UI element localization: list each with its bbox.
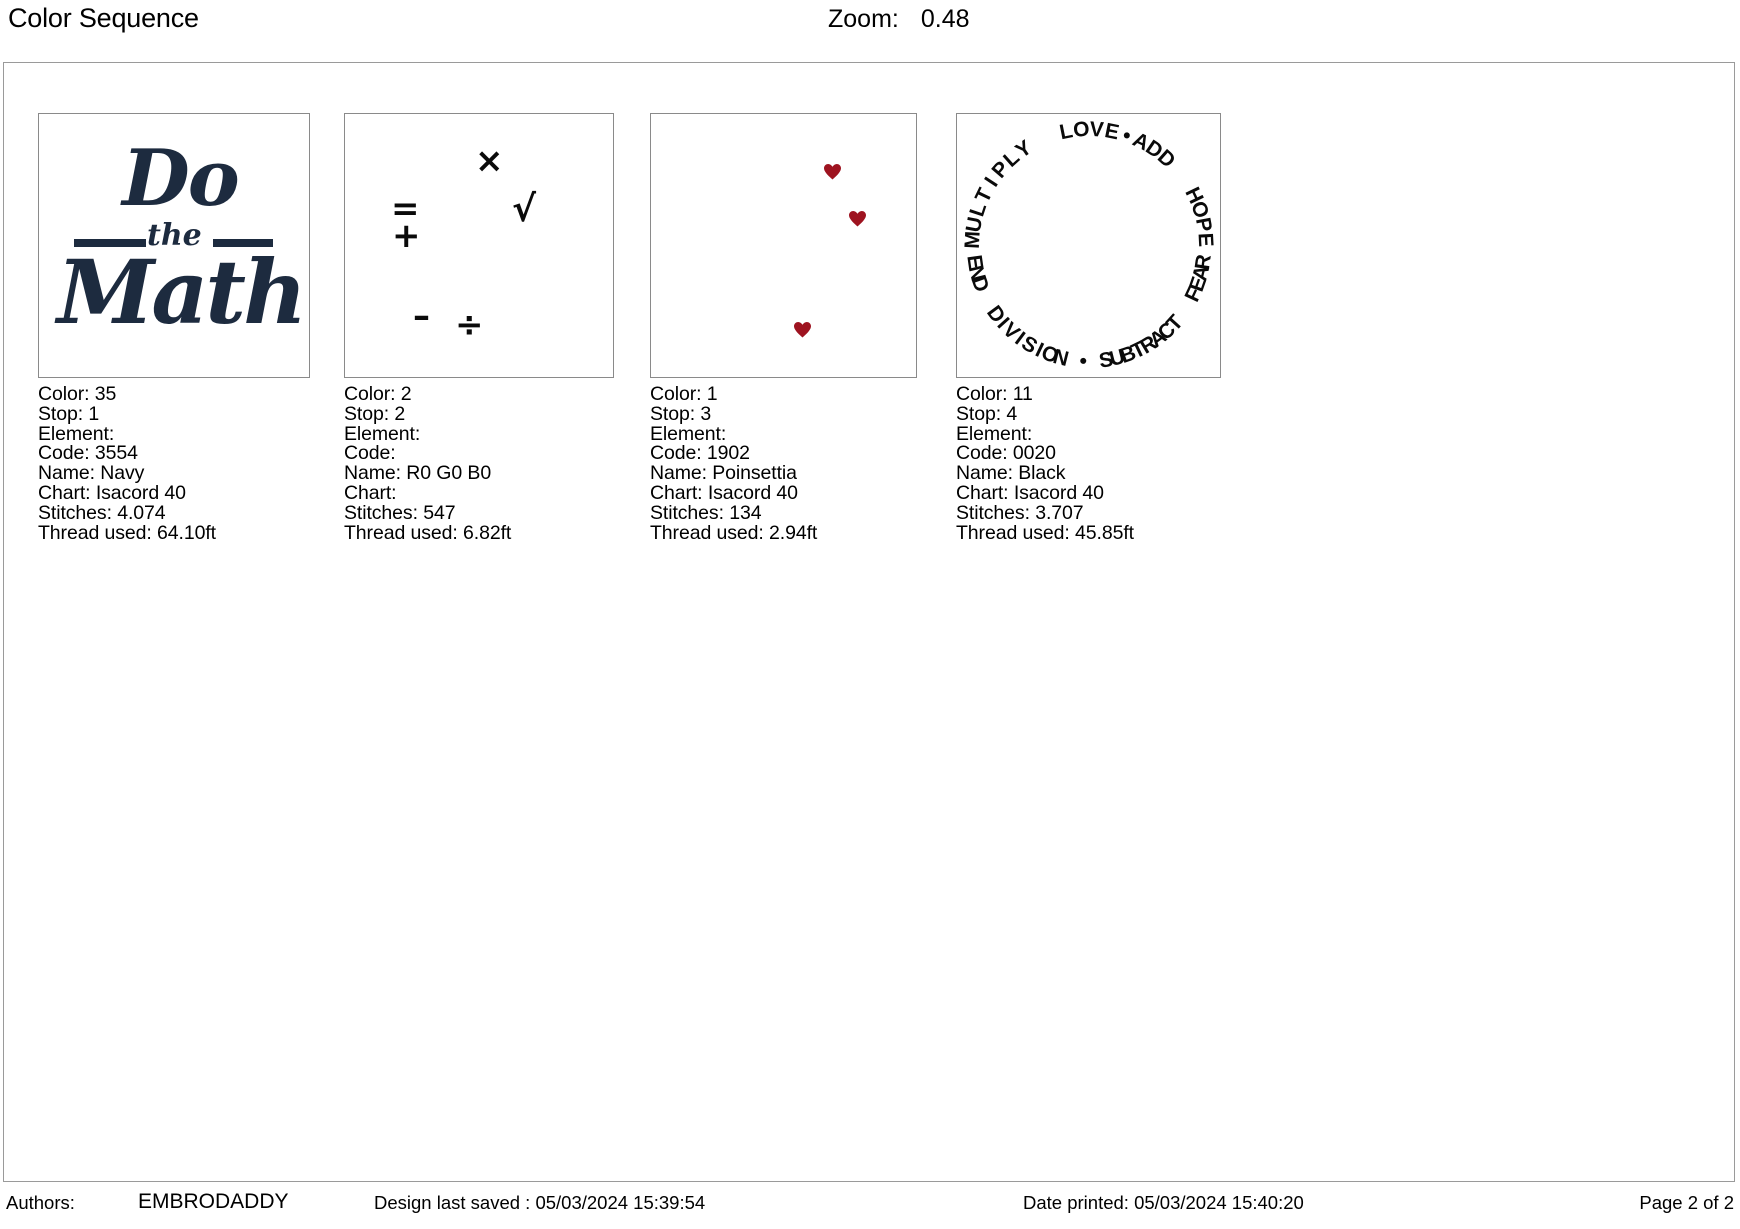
color-stop-column-4[interactable]: M U L T I P L Y L O V E • A D D H O P E E N D D I V I S I O N • S U B T R A C… (956, 113, 1256, 543)
lettering-do: Do (122, 133, 240, 224)
zoom-indicator: Zoom: 0.48 (828, 5, 970, 34)
arc-character: E (1102, 118, 1121, 144)
stop-number: Stop: 2 (344, 402, 406, 425)
author-name: EMBRODADDY (138, 1190, 289, 1213)
color-number: Color: 1 (650, 383, 718, 405)
color-stop-column-1[interactable]: Do the Math Color: 35 Stop: 1 Element: C… (38, 113, 338, 543)
square-root-symbol: √ (512, 189, 537, 230)
chart-label: Chart: (344, 481, 397, 504)
chart-label: Chart: Isacord 40 (650, 481, 798, 504)
color-info-4: Color: 11 Stop: 4 Element: Code: 0020 Na… (956, 383, 1256, 544)
design-preview-3[interactable] (650, 113, 917, 378)
equals-symbol: = (391, 189, 420, 229)
arc-character: V (1088, 117, 1104, 142)
arc-character: E (1192, 231, 1217, 248)
element-label: Element: (38, 422, 115, 445)
stop-number: Stop: 3 (650, 402, 712, 425)
authors-label: Authors: (6, 1192, 75, 1213)
divider-bar-right (213, 239, 273, 247)
design-preview-4[interactable]: M U L T I P L Y L O V E • A D D H O P E E N D D I V I S I O N • S U B T R A C… (956, 113, 1221, 378)
zoom-value: 0.48 (920, 5, 970, 33)
arc-character: • (1078, 349, 1088, 373)
date-printed: Date printed: 05/03/2024 15:40:20 (1023, 1192, 1304, 1213)
element-label: Element: (344, 422, 421, 445)
color-stop-column-2[interactable]: × = + √ – ÷ Color: 2 Stop: 2 Element: Co… (344, 113, 644, 543)
divider-bar-left (74, 239, 146, 247)
color-info-2: Color: 2 Stop: 2 Element: Code: Name: R0… (344, 383, 644, 544)
code-label: Code: 1902 (650, 442, 750, 465)
thread-used: Thread used: 45.85ft (956, 521, 1134, 544)
lettering-the: the (147, 218, 202, 253)
arc-character: O (1071, 117, 1090, 142)
page-title: Color Sequence (8, 3, 199, 33)
design-preview-1[interactable]: Do the Math (38, 113, 310, 378)
thread-name: Name: R0 G0 B0 (344, 462, 492, 485)
arc-character: R (1190, 252, 1216, 271)
code-label: Code: 0020 (956, 442, 1056, 465)
thread-name: Name: Navy (38, 462, 145, 485)
color-number: Color: 2 (344, 383, 412, 405)
color-number: Color: 11 (956, 383, 1033, 405)
stitch-count: Stitches: 547 (344, 501, 456, 524)
thread-used: Thread used: 6.82ft (344, 521, 512, 544)
design-preview-2[interactable]: × = + √ – ÷ (344, 113, 614, 378)
chart-label: Chart: Isacord 40 (38, 481, 186, 504)
stop-number: Stop: 1 (38, 402, 100, 425)
page-footer: Authors: EMBRODADDY Design last saved : … (0, 1186, 1740, 1229)
chart-label: Chart: Isacord 40 (956, 481, 1104, 504)
heart-icon (794, 322, 811, 338)
color-info-1: Color: 35 Stop: 1 Element: Code: 3554 Na… (38, 383, 338, 544)
page-header: Color Sequence Zoom: 0.48 (0, 0, 1740, 60)
stitch-count: Stitches: 134 (650, 501, 762, 524)
color-info-3: Color: 1 Stop: 3 Element: Code: 1902 Nam… (650, 383, 950, 544)
thread-name: Name: Poinsettia (650, 462, 797, 485)
element-label: Element: (956, 422, 1033, 445)
color-sequence-list: Do the Math Color: 35 Stop: 1 Element: C… (38, 113, 1698, 553)
stitch-count: Stitches: 3.707 (956, 501, 1084, 524)
code-label: Code: (344, 442, 396, 465)
multiply-symbol: × (475, 141, 504, 181)
page-number: Page 2 of 2 (1639, 1192, 1734, 1213)
stop-number: Stop: 4 (956, 402, 1018, 425)
code-label: Code: 3554 (38, 442, 138, 465)
thread-used: Thread used: 64.10ft (38, 521, 216, 544)
plus-symbol: + (392, 216, 421, 256)
thread-name: Name: Black (956, 462, 1066, 485)
color-number: Color: 35 (38, 383, 117, 405)
color-stop-column-3[interactable]: Color: 1 Stop: 3 Element: Code: 1902 Nam… (650, 113, 950, 543)
heart-icon (849, 211, 866, 227)
zoom-label: Zoom: (828, 5, 899, 33)
divide-symbol: ÷ (455, 305, 484, 345)
element-label: Element: (650, 422, 727, 445)
minus-symbol: – (413, 296, 430, 336)
stitch-count: Stitches: 4.074 (38, 501, 166, 524)
do-the-math-artwork: Do the Math (39, 114, 309, 377)
design-last-saved: Design last saved : 05/03/2024 15:39:54 (374, 1192, 706, 1213)
thread-used: Thread used: 2.94ft (650, 521, 818, 544)
lettering-math: Math (57, 240, 307, 344)
heart-icon (824, 164, 841, 180)
